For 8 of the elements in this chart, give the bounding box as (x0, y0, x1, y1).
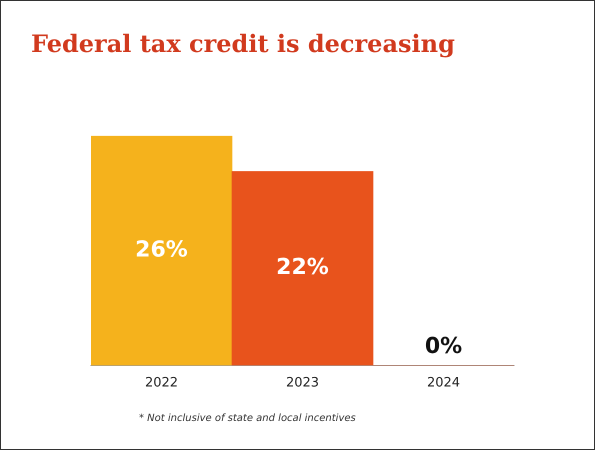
x-tick-label: 2024 (426, 376, 460, 391)
data-label: 22% (276, 255, 329, 280)
data-label: 0% (424, 334, 462, 360)
data-label: 26% (135, 238, 188, 263)
x-tick-label: 2022 (144, 376, 178, 391)
chart-title: Federal tax credit is decreasing (31, 29, 455, 58)
text: * Not inclusive of state and local incentives (139, 413, 356, 424)
x-tick-label: 2023 (286, 376, 320, 391)
